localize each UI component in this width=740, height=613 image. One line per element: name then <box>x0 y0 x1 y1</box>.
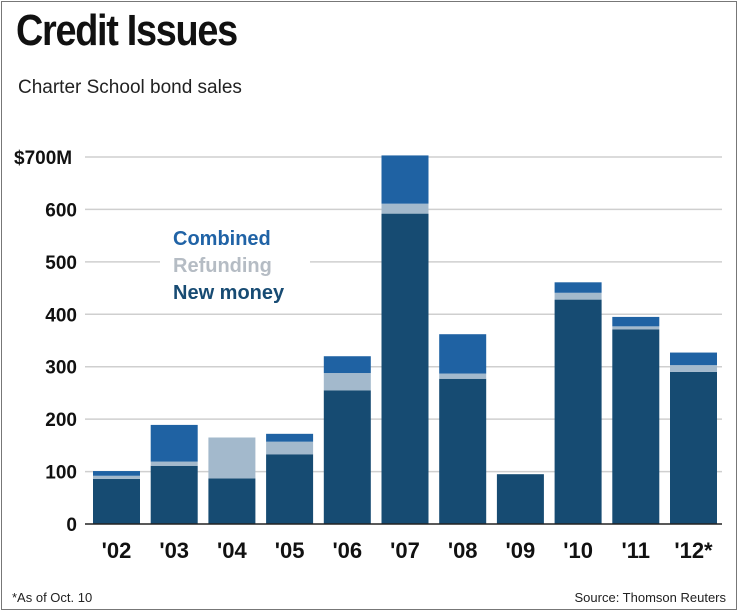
x-tick-label: '11 <box>622 538 651 563</box>
bar-combined <box>554 282 602 293</box>
bar-refunding <box>93 475 140 479</box>
legend-entry: Refunding <box>173 255 272 277</box>
bar-combined <box>381 155 429 204</box>
bar-combined <box>670 352 717 366</box>
bar-new-money <box>150 465 198 524</box>
legend-entry: New money <box>173 282 285 304</box>
bar-combined <box>323 356 371 374</box>
bar-new-money <box>208 478 256 524</box>
source-note: Source: Thomson Reuters <box>574 590 727 605</box>
y-tick-label: 600 <box>45 200 77 221</box>
bar-new-money <box>93 478 140 524</box>
bar-refunding <box>439 373 487 379</box>
bar-combined <box>612 316 660 327</box>
bar-new-money <box>266 454 314 524</box>
bar-refunding <box>323 373 371 391</box>
y-tick-label: 300 <box>45 358 77 379</box>
y-tick-label: $700M <box>14 148 72 169</box>
bar-new-money <box>439 378 487 524</box>
chart-title: Credit Issues <box>16 6 238 55</box>
chart-subtitle: Charter School bond sales <box>18 77 242 98</box>
x-tick-label: '04 <box>217 538 247 563</box>
x-tick-label: '12* <box>674 538 713 563</box>
bar-combined <box>266 433 314 442</box>
y-tick-label: 100 <box>45 463 77 484</box>
bar-new-money <box>670 371 717 524</box>
bar-new-money <box>496 474 544 524</box>
bar-combined <box>93 471 140 476</box>
y-tick-label: 400 <box>45 305 77 326</box>
bar-combined <box>150 424 198 462</box>
bar-refunding <box>381 203 429 214</box>
x-tick-label: '09 <box>506 538 536 563</box>
bar-refunding <box>266 441 314 455</box>
bar-refunding <box>670 365 717 372</box>
bar-refunding <box>612 326 660 330</box>
x-tick-label: '05 <box>275 538 305 563</box>
bar-refunding <box>150 461 198 466</box>
footnote: *As of Oct. 10 <box>12 590 93 605</box>
bar-new-money <box>554 299 602 524</box>
y-tick-label: 0 <box>66 515 77 536</box>
legend-entry: Combined <box>173 228 271 250</box>
x-tick-label: '07 <box>390 538 420 563</box>
bar-combined <box>439 334 487 374</box>
x-tick-label: '02 <box>102 538 132 563</box>
x-tick-label: '03 <box>159 538 189 563</box>
legend-background <box>160 250 310 274</box>
bar-new-money <box>612 329 660 524</box>
x-tick-label: '10 <box>563 538 593 563</box>
bar-refunding <box>554 292 602 300</box>
y-tick-label: 500 <box>45 253 77 274</box>
x-tick-label: '06 <box>332 538 362 563</box>
y-tick-label: 200 <box>45 410 77 431</box>
x-tick-label: '08 <box>448 538 478 563</box>
bar-refunding <box>208 437 256 479</box>
bar-new-money <box>381 213 429 524</box>
bar-new-money <box>323 390 371 524</box>
